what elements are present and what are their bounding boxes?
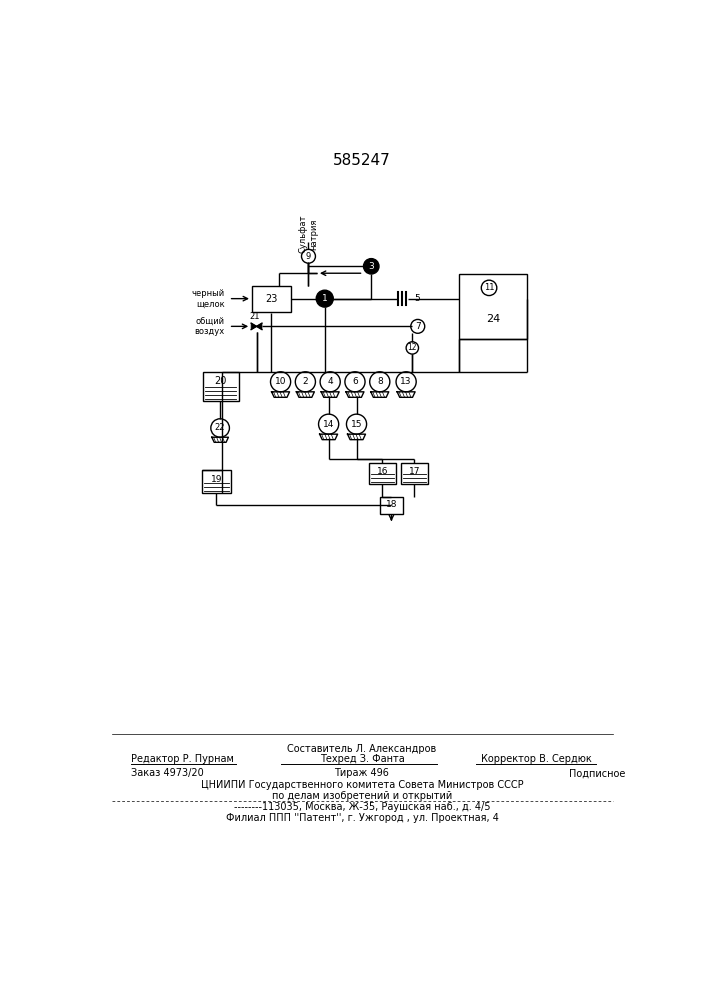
Text: Заказ 4973/20: Заказ 4973/20 [131, 768, 204, 778]
Circle shape [211, 419, 230, 437]
Circle shape [346, 414, 367, 434]
Text: --------113035, Москва, Ж-35, Раушская наб., д. 4/5: --------113035, Москва, Ж-35, Раушская н… [234, 802, 490, 812]
Text: 18: 18 [385, 500, 397, 509]
Text: 16: 16 [377, 467, 388, 476]
Bar [380, 497, 403, 514]
Text: 23: 23 [265, 294, 277, 304]
Bar [459, 274, 527, 339]
Text: Тираж 496: Тираж 496 [334, 768, 390, 778]
Text: 20: 20 [215, 376, 227, 386]
Bar [369, 463, 396, 484]
Text: 3: 3 [368, 262, 374, 271]
Text: 4: 4 [327, 377, 333, 386]
Text: 22: 22 [215, 424, 226, 432]
Text: по делам изобретений и открытий: по делам изобретений и открытий [271, 791, 452, 801]
Circle shape [396, 372, 416, 392]
Circle shape [319, 414, 339, 434]
Text: Подписное: Подписное [569, 768, 625, 778]
Text: 17: 17 [409, 467, 420, 476]
Text: общий
воздух: общий воздух [194, 317, 225, 336]
Bar [401, 463, 428, 484]
Circle shape [481, 280, 497, 296]
Circle shape [320, 372, 340, 392]
Text: 21: 21 [250, 312, 260, 321]
Text: 8: 8 [377, 377, 382, 386]
Text: 19: 19 [211, 475, 222, 484]
Text: Составитель Л. Александров: Составитель Л. Александров [287, 744, 437, 754]
Text: 11: 11 [484, 283, 494, 292]
Text: 12: 12 [407, 343, 417, 352]
Bar [203, 372, 239, 401]
Text: Филиал ППП ''Патент'', г. Ужгород , ул. Проектная, 4: Филиал ППП ''Патент'', г. Ужгород , ул. … [226, 813, 498, 823]
Circle shape [271, 372, 291, 392]
Text: 1: 1 [322, 294, 327, 303]
Text: 6: 6 [352, 377, 358, 386]
Circle shape [406, 342, 419, 354]
Text: 5: 5 [414, 294, 420, 303]
Circle shape [301, 249, 315, 263]
Text: Техред З. Фанта: Техред З. Фанта [320, 754, 404, 764]
Circle shape [411, 319, 425, 333]
Text: ЦНИИПИ Государственного комитета Совета Министров СССР: ЦНИИПИ Государственного комитета Совета … [201, 780, 523, 790]
Text: черный
щелок: черный щелок [192, 289, 225, 308]
Text: Корректор В. Сердюк: Корректор В. Сердюк [481, 754, 592, 764]
Bar [201, 470, 231, 493]
Polygon shape [251, 323, 257, 330]
Text: Редактор Р. Пурнам: Редактор Р. Пурнам [131, 754, 234, 764]
Polygon shape [257, 323, 262, 330]
Text: 9: 9 [306, 252, 311, 261]
Circle shape [316, 290, 333, 307]
Text: 10: 10 [275, 377, 286, 386]
Bar [252, 286, 291, 312]
Text: 15: 15 [351, 420, 362, 429]
Circle shape [363, 259, 379, 274]
Text: 14: 14 [323, 420, 334, 429]
Circle shape [296, 372, 315, 392]
Text: 585247: 585247 [333, 153, 391, 168]
Circle shape [370, 372, 390, 392]
Text: 7: 7 [415, 322, 421, 331]
Text: 13: 13 [400, 377, 412, 386]
Text: Сульфат
натрия: Сульфат натрия [299, 215, 318, 253]
Text: 2: 2 [303, 377, 308, 386]
Circle shape [345, 372, 365, 392]
Text: 24: 24 [486, 314, 500, 324]
